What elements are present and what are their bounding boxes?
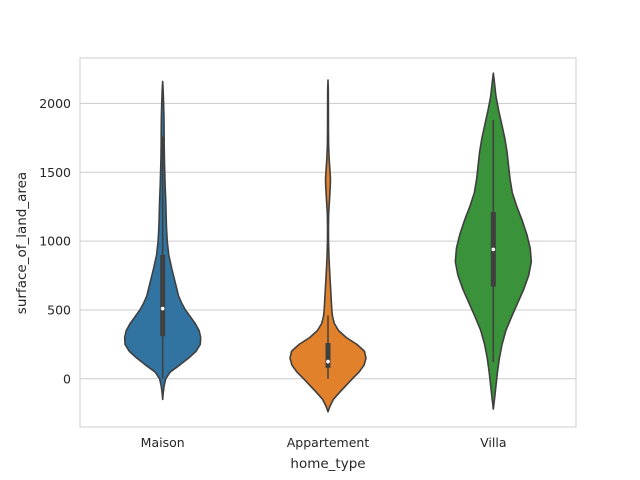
median-dot-maison	[160, 306, 165, 311]
y-tick-label-1500: 1500	[39, 165, 71, 180]
median-dot-villa	[491, 247, 496, 252]
iqr-box-maison	[160, 254, 166, 337]
violins	[123, 72, 533, 413]
y-tick-label-2000: 2000	[39, 96, 71, 111]
x-tick-label-villa: Villa	[480, 435, 506, 450]
x-axis-label: home_type	[290, 456, 365, 472]
y-axis-label: surface_of_land_area	[14, 172, 30, 314]
x-tick-label-maison: Maison	[141, 435, 185, 450]
y-tick-labels: 0 500 1000 1500 2000	[39, 96, 71, 386]
median-dot-appartement	[326, 359, 330, 364]
x-tick-label-appartement: Appartement	[287, 435, 370, 450]
plot-frame	[79, 57, 577, 428]
y-tick-label-0: 0	[63, 371, 71, 386]
y-tick-label-1000: 1000	[39, 234, 71, 249]
x-tick-labels: Maison Appartement Villa	[141, 435, 507, 450]
y-tick-label-500: 500	[47, 302, 71, 317]
violin-appartement	[289, 79, 367, 413]
iqr-box-appartement	[325, 343, 331, 368]
